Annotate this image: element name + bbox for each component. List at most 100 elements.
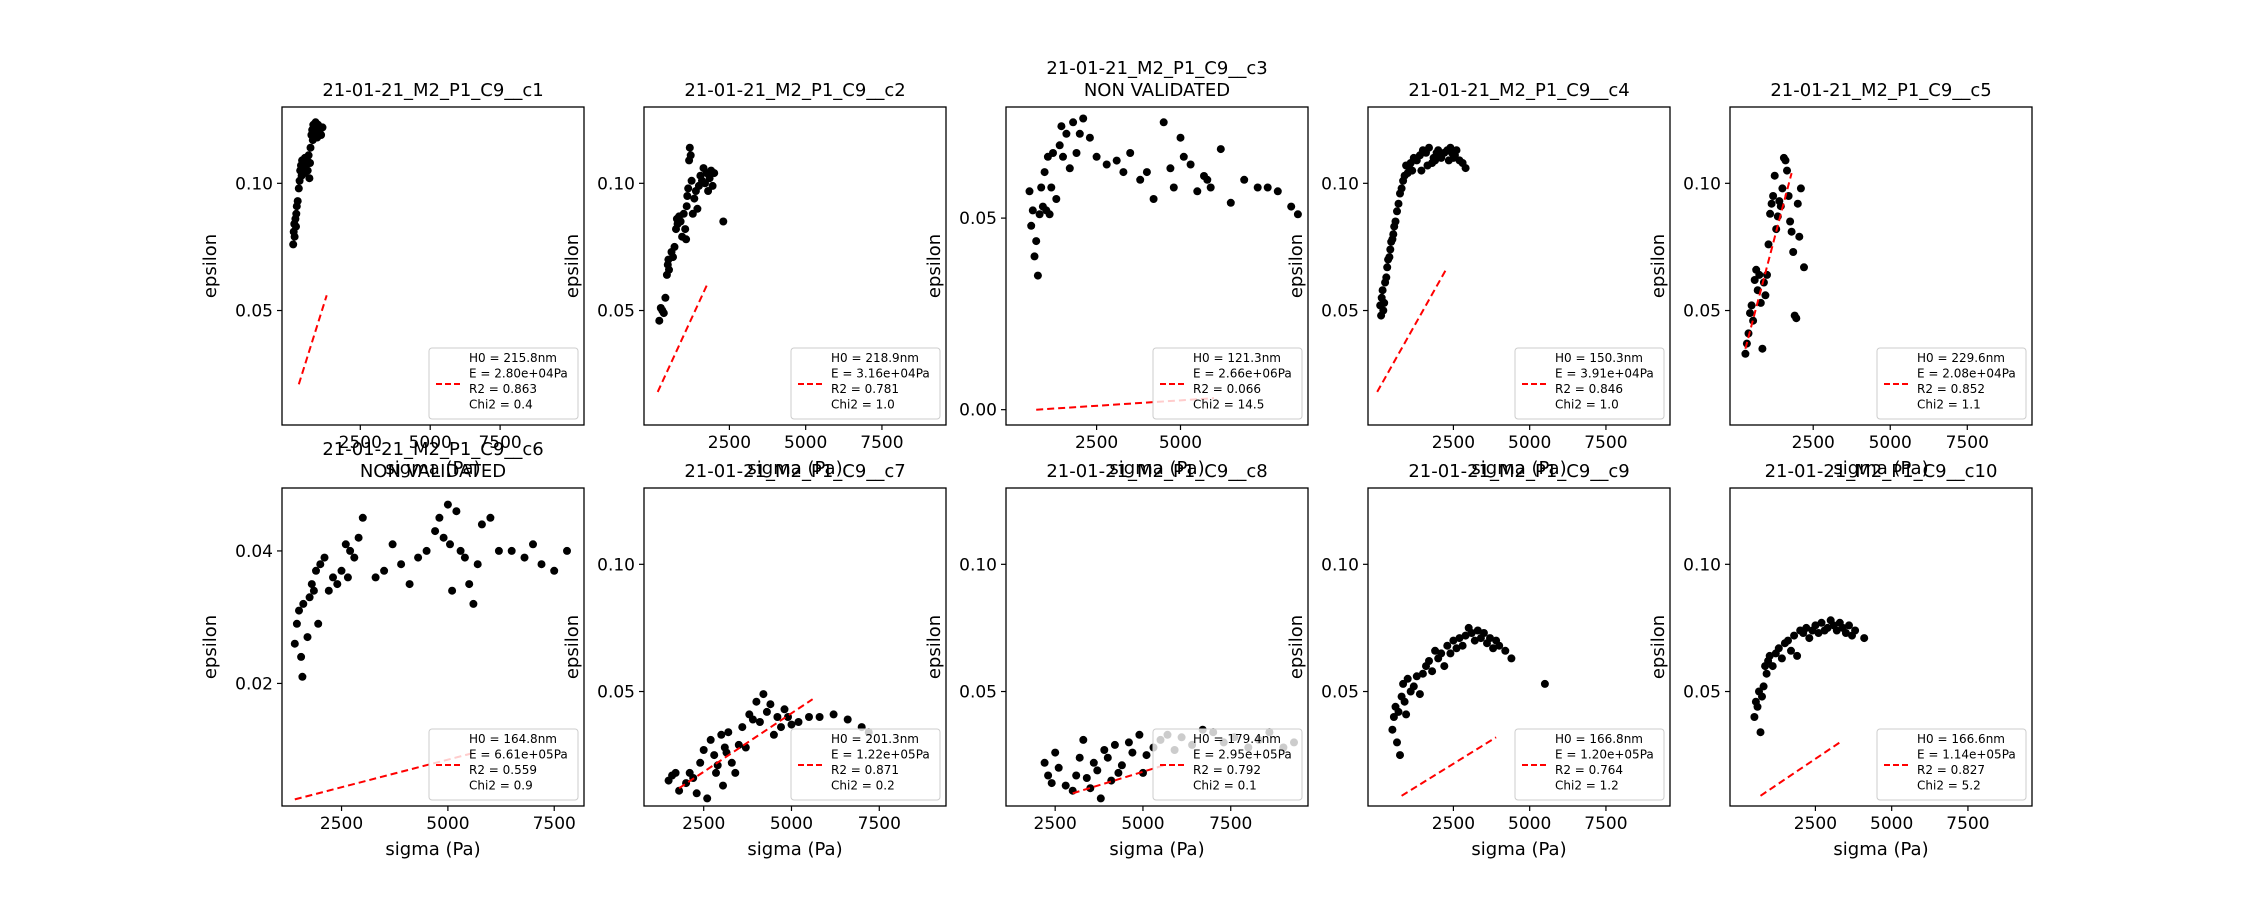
x-tick-label: 5000 (1508, 814, 1551, 834)
legend-entry: E = 1.22e+05Pa (831, 748, 930, 762)
data-point (1431, 646, 1440, 655)
data-point (708, 181, 717, 190)
x-tick-label: 5000 (426, 814, 469, 834)
data-point (1440, 662, 1449, 671)
data-point (439, 533, 448, 542)
data-point (1787, 646, 1795, 655)
x-tick-label: 2500 (708, 433, 751, 453)
y-axis-label: epsilon (1648, 615, 1669, 679)
fit-line (1759, 741, 1841, 797)
data-point (1486, 634, 1494, 643)
data-point (1028, 206, 1037, 215)
fit-line (1376, 266, 1449, 393)
data-point (477, 520, 486, 529)
data-point (692, 789, 701, 798)
data-point (1805, 634, 1814, 643)
data-point (1044, 771, 1053, 780)
data-point (1789, 248, 1798, 256)
scatter-points (655, 143, 728, 325)
data-point (1112, 156, 1121, 165)
legend-entry: H0 = 166.8nm (1555, 732, 1643, 746)
data-point (655, 316, 664, 325)
data-point (306, 143, 315, 152)
validation-status: NON VALIDATED (1084, 80, 1230, 101)
data-point (314, 619, 323, 628)
data-point (1142, 168, 1151, 177)
data-point (1128, 748, 1137, 757)
data-point (1032, 237, 1041, 246)
data-point (1507, 654, 1516, 663)
data-point (1443, 641, 1452, 650)
data-point (1176, 133, 1185, 142)
data-point (1783, 166, 1791, 175)
subplot-title: 21-01-21_M2_P1_C9__c2 (684, 80, 905, 101)
data-point (1388, 725, 1397, 734)
data-point (295, 606, 303, 615)
data-point (388, 540, 397, 549)
data-point (1409, 682, 1418, 691)
x-tick-label: 5000 (1159, 433, 1202, 453)
data-point (686, 151, 695, 160)
data-point (1226, 198, 1235, 207)
data-point (1383, 263, 1392, 272)
fit-line (297, 295, 328, 385)
data-point (1240, 175, 1249, 184)
legend-entry: E = 3.91e+04Pa (1555, 367, 1654, 381)
legend-box (790, 347, 941, 420)
data-point (290, 232, 299, 241)
data-point (1385, 253, 1394, 262)
scatter-points (1388, 623, 1549, 760)
data-point (473, 560, 482, 569)
data-point (1124, 738, 1133, 747)
data-point (1777, 654, 1786, 663)
x-tick-label: 5000 (1508, 433, 1551, 453)
data-point (1759, 682, 1768, 691)
data-point (341, 540, 350, 549)
data-point (1781, 156, 1790, 165)
data-point (659, 309, 668, 318)
legend-box (1152, 347, 1303, 420)
data-point (681, 225, 690, 234)
subplot-title: 21-01-21_M2_P1_C9__c5 (1770, 80, 1991, 101)
data-point (380, 566, 389, 575)
data-point (1412, 672, 1421, 681)
legend-entry: H0 = 166.6nm (1917, 732, 2005, 746)
data-point (354, 533, 363, 542)
data-point (304, 151, 313, 160)
data-point (298, 672, 307, 681)
data-point (1382, 273, 1391, 282)
legend-entry: E = 2.66e+06Pa (1193, 367, 1292, 381)
subplot-title: 21-01-21_M2_P1_C9__c3 (1046, 58, 1267, 79)
subplot-2: 2500 5000 7500 0.05 0.10 sigma (Pa) epsilon 21-… (562, 80, 947, 479)
data-point (731, 768, 740, 777)
data-point (805, 713, 813, 721)
data-point (1149, 195, 1158, 203)
y-axis-label: epsilon (1286, 234, 1307, 298)
legend-entry: R2 = 0.792 (1193, 763, 1261, 777)
legend-entry: Chi2 = 0.9 (469, 779, 533, 793)
legend-entry: H0 = 179.4nm (1193, 732, 1281, 746)
data-point (712, 768, 720, 777)
data-point (1114, 768, 1123, 777)
subplot-9: 2500 5000 7500 0.05 0.10 sigma (Pa) epsilon 21-… (1286, 461, 1671, 860)
data-point (1778, 184, 1787, 193)
data-point (1428, 667, 1437, 676)
data-point (661, 293, 670, 302)
data-point (1400, 697, 1409, 706)
legend-box (1152, 728, 1303, 801)
data-point (1768, 662, 1777, 671)
data-point (1186, 160, 1195, 169)
legend-entry: Chi2 = 5.2 (1917, 779, 1981, 793)
data-point (1495, 641, 1504, 650)
data-point (701, 179, 709, 188)
data-point (1072, 149, 1081, 157)
legend-entry: Chi2 = 1.0 (1555, 398, 1619, 412)
subplot-5: 2500 5000 7500 0.05 0.10 sigma (Pa) epsilon 21-… (1648, 80, 2033, 479)
data-point (1273, 187, 1282, 196)
data-point (1136, 175, 1145, 184)
data-point (1437, 649, 1446, 658)
axes-frame (281, 106, 585, 426)
